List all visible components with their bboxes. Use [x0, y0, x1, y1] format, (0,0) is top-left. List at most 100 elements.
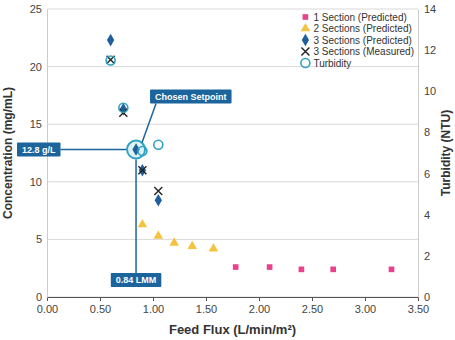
- legend-item: 1 Section (Predicted): [303, 12, 407, 23]
- x-axis-line: [48, 298, 419, 302]
- legend-label: 2 Sections (Predicted): [313, 23, 411, 34]
- annotation-text: Chosen Setpoint: [155, 92, 227, 102]
- y2-axis: 0 2 4 6 8 10 12 14: [418, 3, 436, 303]
- x-axis-tick-label: 0.50: [90, 303, 111, 315]
- plot-area: 0.000.501.001.502.002.503.003.5005101520…: [17, 3, 436, 315]
- x-axis-tick-mark: [418, 297, 419, 301]
- x-axis-tick: 0.50: [90, 297, 111, 315]
- y-axis-tick: 15: [30, 118, 47, 130]
- callout-line: [142, 104, 156, 143]
- x-axis-tick: 3.00: [355, 297, 376, 315]
- annotation-box-bg: [17, 143, 61, 157]
- x-axis-tick: 1.00: [143, 297, 164, 315]
- annotation-box-bg: [111, 273, 162, 287]
- legend-marker: [302, 34, 309, 47]
- legend-item: 3 Sections (Predicted): [302, 34, 412, 47]
- annotation-box: 0.84 LMM: [111, 273, 162, 287]
- y2-axis-tick-label: 8: [424, 126, 430, 138]
- point: [106, 56, 115, 65]
- series: [106, 56, 163, 156]
- legend-label: 3 Sections (Predicted): [313, 35, 411, 46]
- chart-svg: 0.000.501.001.502.002.503.003.5005101520…: [0, 0, 455, 340]
- x-axis-tick-label: 2.00: [249, 303, 270, 315]
- y2-axis-tick: 2: [418, 250, 430, 262]
- legend: 1 Section (Predicted)2 Sections (Predict…: [301, 12, 414, 69]
- y2-axis-tick: 8: [418, 126, 430, 138]
- y-axis-tick-label: 0: [36, 291, 42, 303]
- annotation-lines: [61, 104, 157, 273]
- series: [138, 219, 219, 252]
- y2-axis-tick: 10: [418, 85, 436, 97]
- y-axis-tick: 25: [30, 3, 47, 15]
- x-axis-tick-mark: [365, 297, 366, 301]
- point: [107, 34, 114, 47]
- y-axis-tick: 5: [36, 233, 47, 245]
- x-axis-title: Feed Flux (L/min/m²): [169, 322, 296, 337]
- point: [299, 267, 305, 273]
- annotation-text: 12.8 g/L: [22, 145, 56, 155]
- y2-axis-tick-label: 6: [424, 168, 430, 180]
- y-axis-tick-label: 5: [36, 233, 42, 245]
- legend-label: 1 Section (Predicted): [313, 12, 406, 23]
- series: [107, 34, 162, 207]
- series: [107, 56, 163, 195]
- x-axis-tick-label: 3.00: [355, 303, 376, 315]
- y2-axis-tick-label: 4: [424, 209, 430, 221]
- grid-line: [47, 181, 418, 182]
- annotation-box: Chosen Setpoint: [150, 90, 232, 104]
- point: [155, 194, 162, 207]
- legend-marker: [301, 23, 311, 31]
- legend-item: 3 Sections (Measured): [301, 46, 414, 57]
- x-axis-tick-label: 1.00: [143, 303, 164, 315]
- annotations: Chosen Setpoint 12.8 g/L 0.84 LMM: [17, 90, 232, 287]
- point: [154, 187, 162, 195]
- point: [330, 267, 336, 273]
- x-axis-tick-mark: [206, 297, 207, 301]
- x-axis-tick-label: 2.50: [302, 303, 323, 315]
- point: [154, 140, 163, 149]
- point: [138, 146, 147, 155]
- y2-axis-tick: 12: [418, 44, 436, 56]
- y-axis-tick-label: 15: [30, 118, 42, 130]
- y2-axis-line: [418, 10, 419, 298]
- point: [169, 237, 179, 245]
- grid: [47, 9, 418, 297]
- y2-axis-tick-label: 2: [424, 250, 430, 262]
- y-axis-tick: 0: [36, 291, 47, 303]
- annotation-text: 0.84 LMM: [116, 275, 157, 285]
- y-axis-tick-label: 10: [30, 176, 42, 188]
- annotation-box-bg: [150, 90, 232, 104]
- y2-axis-tick-label: 12: [424, 44, 436, 56]
- y-axis-title: Concentration (mg/mL): [1, 87, 15, 219]
- y2-axis-tick: 0: [418, 291, 430, 303]
- y2-axis-tick-label: 10: [424, 85, 436, 97]
- legend-label: Turbidity: [313, 58, 351, 69]
- x-axis-tick-mark: [153, 297, 154, 301]
- point: [389, 267, 395, 273]
- legend-marker: [301, 48, 309, 56]
- marks: [106, 34, 394, 272]
- legend-marker: [303, 14, 309, 20]
- y2-axis-tick: 4: [418, 209, 430, 221]
- point: [233, 264, 239, 270]
- x-axis-tick-mark: [47, 297, 48, 301]
- chart-container: 0.000.501.001.502.002.503.003.5005101520…: [0, 0, 455, 340]
- x-axis-tick-mark: [312, 297, 313, 301]
- x-axis-tick-label: 0.00: [37, 303, 58, 315]
- x-axis-tick-mark: [100, 297, 101, 301]
- y2-axis-tick: 6: [418, 168, 430, 180]
- grid-line: [47, 9, 418, 10]
- grid-line: [47, 239, 418, 240]
- x-axis-tick-mark: [259, 297, 260, 301]
- y2-axis-title: Turbidity (NTU): [439, 110, 453, 196]
- y2-axis-tick: 14: [418, 3, 436, 15]
- legend-item: 2 Sections (Predicted): [301, 23, 412, 34]
- reference-line-y: [61, 149, 127, 151]
- y-axis-tick-label: 20: [30, 61, 42, 73]
- x-axis-tick: 2.00: [249, 297, 270, 315]
- y-axis-tick-label: 25: [30, 3, 42, 15]
- x-axis-tick-label: 3.50: [408, 303, 429, 315]
- point: [119, 103, 128, 112]
- grid-line: [47, 66, 418, 67]
- y2-axis-tick-label: 0: [424, 291, 430, 303]
